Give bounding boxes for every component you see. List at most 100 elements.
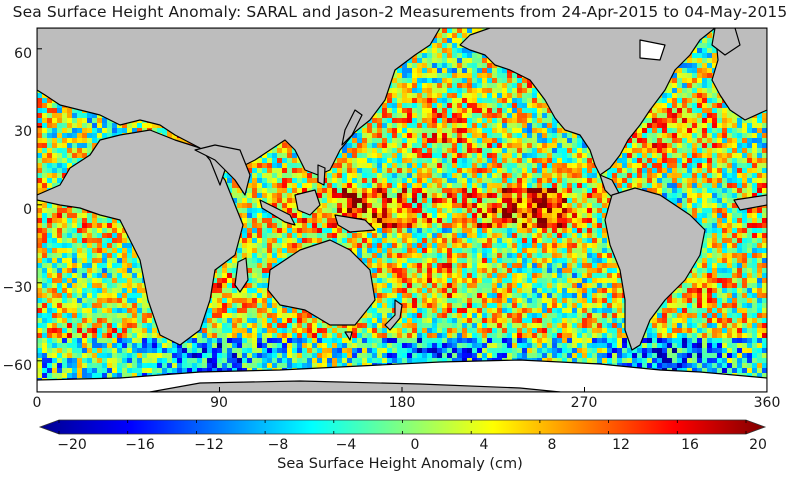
anomaly-cell [537, 98, 542, 103]
anomaly-cell [437, 38, 442, 43]
anomaly-cell [387, 123, 392, 128]
anomaly-cell [377, 158, 382, 163]
anomaly-cell [37, 123, 42, 128]
anomaly-cell [57, 118, 62, 123]
anomaly-cell [482, 128, 487, 133]
anomaly-cell [707, 93, 712, 98]
anomaly-cell [552, 173, 557, 178]
anomaly-cell [457, 28, 462, 33]
anomaly-cell [62, 123, 67, 128]
anomaly-cell [377, 138, 382, 143]
anomaly-cell [427, 133, 432, 138]
anomaly-cell [477, 93, 482, 98]
anomaly-cell [622, 163, 627, 168]
anomaly-cell [457, 143, 462, 148]
anomaly-cell [727, 148, 732, 153]
anomaly-cell [462, 73, 467, 78]
anomaly-cell [297, 163, 302, 168]
anomaly-cell [747, 123, 752, 128]
anomaly-cell [732, 193, 737, 198]
anomaly-cell [752, 118, 757, 123]
anomaly-cell [432, 128, 437, 133]
anomaly-cell [382, 168, 387, 173]
anomaly-cell [77, 158, 82, 163]
anomaly-cell [457, 43, 462, 48]
anomaly-cell [552, 183, 557, 188]
anomaly-cell [532, 153, 537, 158]
anomaly-cell [502, 78, 507, 83]
anomaly-cell [302, 183, 307, 188]
anomaly-cell [462, 88, 467, 93]
anomaly-cell [422, 173, 427, 178]
anomaly-cell [527, 173, 532, 178]
anomaly-cell [627, 173, 632, 178]
anomaly-cell [47, 98, 52, 103]
anomaly-cell [707, 53, 712, 58]
anomaly-cell [407, 68, 412, 73]
anomaly-cell [717, 118, 722, 123]
anomaly-cell [402, 163, 407, 168]
anomaly-cell [662, 143, 667, 148]
anomaly-cell [642, 158, 647, 163]
anomaly-cell [482, 133, 487, 138]
anomaly-cell [427, 128, 432, 133]
anomaly-cell [262, 153, 267, 158]
anomaly-cell [412, 88, 417, 93]
anomaly-cell [662, 153, 667, 158]
anomaly-cell [692, 153, 697, 158]
anomaly-cell [682, 83, 687, 88]
anomaly-cell [407, 98, 412, 103]
anomaly-cell [502, 148, 507, 153]
anomaly-cell [417, 118, 422, 123]
anomaly-cell [697, 143, 702, 148]
anomaly-cell [742, 183, 747, 188]
anomaly-cell [662, 113, 667, 118]
anomaly-cell [442, 38, 447, 43]
anomaly-cell [367, 138, 372, 143]
anomaly-cell [502, 178, 507, 183]
anomaly-cell [557, 168, 562, 173]
anomaly-cell [352, 143, 357, 148]
anomaly-cell [92, 143, 97, 148]
anomaly-cell [472, 28, 477, 33]
anomaly-cell [672, 133, 677, 138]
anomaly-cell [527, 123, 532, 128]
anomaly-cell [447, 33, 452, 38]
anomaly-cell [712, 158, 717, 163]
anomaly-cell [687, 58, 692, 63]
anomaly-cell [332, 193, 337, 198]
anomaly-cell [357, 173, 362, 178]
anomaly-cell [637, 183, 642, 188]
anomaly-cell [732, 163, 737, 168]
anomaly-cell [672, 88, 677, 93]
anomaly-cell [492, 108, 497, 113]
anomaly-cell [752, 153, 757, 158]
anomaly-cell [632, 168, 637, 173]
anomaly-cell [477, 63, 482, 68]
anomaly-cell [707, 43, 712, 48]
anomaly-cell [692, 108, 697, 113]
anomaly-cell [497, 93, 502, 98]
anomaly-cell [437, 193, 442, 198]
anomaly-cell [372, 158, 377, 163]
anomaly-cell [387, 133, 392, 138]
anomaly-cell [422, 133, 427, 138]
anomaly-cell [507, 153, 512, 158]
anomaly-cell [137, 128, 142, 133]
anomaly-cell [487, 143, 492, 148]
anomaly-cell [677, 113, 682, 118]
anomaly-cell [467, 63, 472, 68]
anomaly-cell [122, 128, 127, 133]
anomaly-cell [52, 158, 57, 163]
anomaly-cell [662, 183, 667, 188]
anomaly-cell [537, 188, 542, 193]
anomaly-cell [692, 68, 697, 73]
anomaly-cell [627, 148, 632, 153]
anomaly-cell [387, 188, 392, 193]
anomaly-cell [37, 93, 42, 98]
anomaly-cell [447, 113, 452, 118]
anomaly-cell [552, 178, 557, 183]
anomaly-cell [762, 138, 767, 143]
anomaly-cell [442, 118, 447, 123]
anomaly-cell [442, 158, 447, 163]
